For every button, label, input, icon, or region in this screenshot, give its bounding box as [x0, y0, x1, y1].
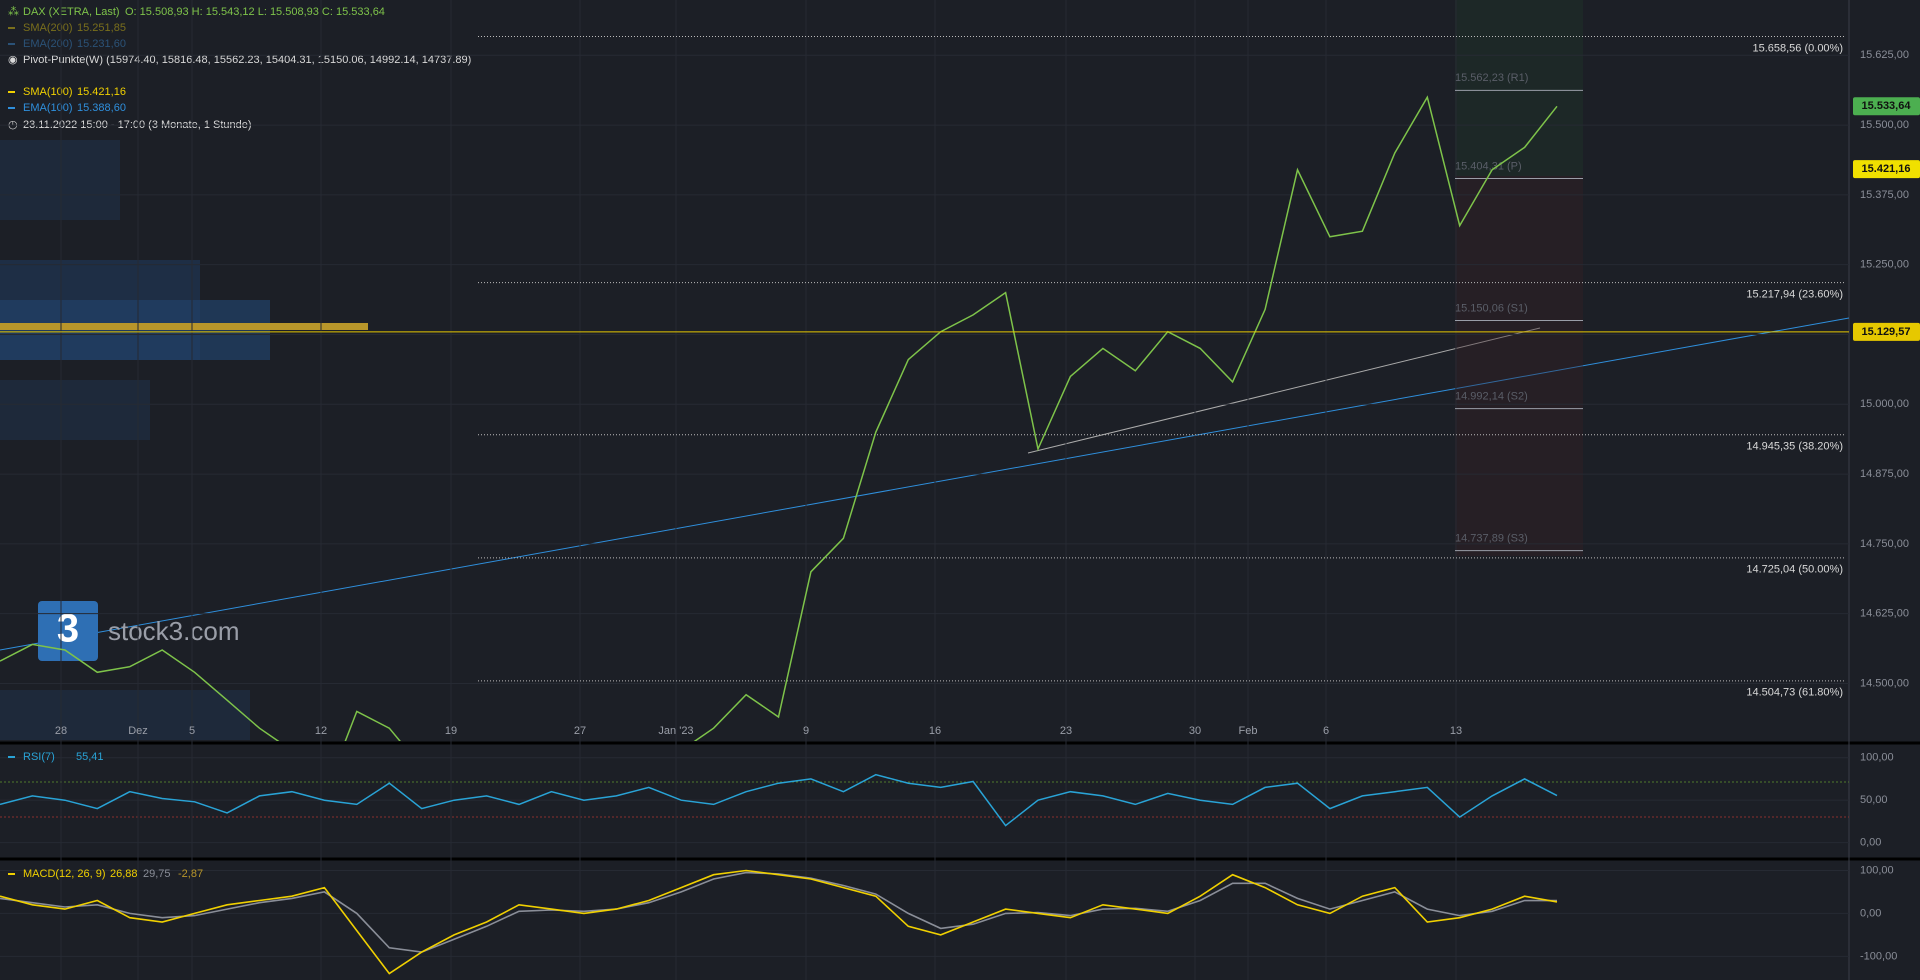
y-tick-label: 14.625,00 — [1860, 608, 1909, 620]
indicator-label: EMA(100) — [23, 102, 73, 114]
indicator-label: SMA(200) — [23, 22, 73, 34]
rsi-value: 55,41 — [76, 751, 104, 763]
close-line — [0, 95, 1558, 741]
y-tick-label: 14.750,00 — [1860, 538, 1909, 550]
logo-text: stock3.com — [108, 616, 240, 646]
fib-label: 14.504,73 (61.80%) — [1746, 687, 1843, 699]
volume-profile — [0, 140, 368, 740]
logo-glyph: 3 — [57, 607, 79, 651]
fib-label: 14.945,35 (38.20%) — [1746, 441, 1843, 453]
icon: ◉ — [8, 54, 18, 66]
indicator-value: 15.388,60 — [77, 102, 126, 114]
signal-value: 29,75 — [143, 868, 171, 880]
price-tag-label: 15.421,16 — [1862, 163, 1911, 175]
fib-label: 15.658,56 (0.00%) — [1752, 42, 1843, 54]
legend-swatch — [8, 27, 15, 29]
indicator-value: 15.231,60 — [77, 38, 126, 50]
pivot-zone — [1455, 176, 1583, 556]
logo: 3 stock3.com — [38, 601, 240, 661]
y-tick-label: 15.375,00 — [1860, 189, 1909, 201]
price-tag — [1853, 322, 1920, 341]
rsi-line — [0, 773, 1558, 827]
fib-label: 15.217,94 (23.60%) — [1746, 288, 1843, 300]
macd-value: 26,88 — [110, 868, 138, 880]
x-tick-label: 6 — [1323, 725, 1329, 737]
legend-swatch — [8, 107, 15, 109]
rsi-label: RSI(7) — [23, 751, 55, 763]
x-tick-label: 30 — [1189, 725, 1201, 737]
ohlc: O: 15.508,93 H: 15.543,12 L: 15.508,93 C… — [125, 6, 385, 18]
pivot-label: 15.150,06 (S1) — [1455, 302, 1528, 314]
y-tick-label: 0,00 — [1860, 907, 1881, 919]
y-tick-label: 14.875,00 — [1860, 468, 1909, 480]
y-tick-label: 100,00 — [1860, 864, 1894, 876]
legend-swatch — [8, 873, 15, 875]
hist-value: -2,87 — [178, 868, 203, 880]
pivot-summary: Pivot-Punkte(W) (15974.40, 15816.48, 155… — [23, 54, 471, 66]
y-tick-label: 14.500,00 — [1860, 677, 1909, 689]
indicator-value: 15.421,16 — [77, 86, 126, 98]
x-tick-label: 28 — [55, 725, 67, 737]
x-tick-label: 13 — [1450, 725, 1462, 737]
legend-swatch — [8, 43, 15, 45]
x-tick-label: Dez — [128, 725, 148, 737]
indicator-label: EMA(200) — [23, 38, 73, 50]
x-tick-label: 12 — [315, 725, 327, 737]
fib-label: 14.725,04 (50.00%) — [1746, 564, 1843, 576]
x-tick-label: 5 — [189, 725, 195, 737]
trend-line — [0, 317, 1850, 651]
x-tick-label: 9 — [803, 725, 809, 737]
instrument: DAX (XETRA, Last) — [23, 6, 120, 18]
pivot-label: 15.404,31 (P) — [1455, 160, 1522, 172]
x-tick-label: 16 — [929, 725, 941, 737]
pivot-label: 15.562,23 (R1) — [1455, 72, 1528, 84]
y-tick-label: 15.500,00 — [1860, 119, 1909, 131]
x-tick-label: 27 — [574, 725, 586, 737]
x-tick-label: Feb — [1239, 725, 1258, 737]
trend-line — [1027, 327, 1541, 454]
price-tag-label: 15.533,64 — [1862, 100, 1912, 112]
pivot-label: 14.992,14 (S2) — [1455, 391, 1528, 403]
macd-label: MACD(12, 26, 9) — [23, 868, 106, 880]
logo-icon — [38, 601, 98, 661]
price-tag-label: 15.129,57 — [1862, 326, 1911, 338]
legend-swatch — [8, 91, 15, 93]
price-tag — [1853, 160, 1920, 179]
indicator-value: 15.251,85 — [77, 22, 126, 34]
x-tick-label: 23 — [1060, 725, 1072, 737]
macd-line — [0, 869, 1558, 975]
legend-swatch — [8, 756, 15, 758]
indicator-label: SMA(100) — [23, 86, 73, 98]
pivot-label: 14.737,89 (S3) — [1455, 533, 1528, 545]
y-tick-label: -100,00 — [1860, 950, 1897, 962]
y-tick-label: 100,00 — [1860, 752, 1894, 764]
x-tick-label: 19 — [445, 725, 457, 737]
y-tick-label: 15.250,00 — [1860, 259, 1909, 271]
y-tick-label: 50,00 — [1860, 794, 1888, 806]
icon: ⁂ — [8, 6, 19, 18]
y-tick-label: 15.625,00 — [1860, 49, 1909, 61]
price-tag — [1853, 97, 1920, 116]
price-series — [0, 95, 1558, 741]
y-tick-label: 0,00 — [1860, 836, 1881, 848]
y-tick-label: 15.000,00 — [1860, 398, 1909, 410]
pivot-zone — [1455, 0, 1583, 176]
x-tick-label: Jan '23 — [658, 725, 693, 737]
